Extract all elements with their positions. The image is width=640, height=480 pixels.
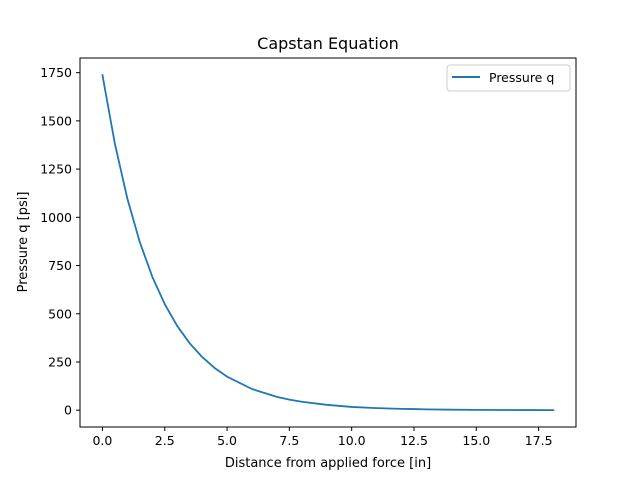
y-tick-label: 1250 <box>40 162 72 177</box>
legend-box <box>446 64 571 92</box>
y-tick-label: 1500 <box>40 113 72 128</box>
series-layer <box>101 74 555 412</box>
series-line-0 <box>101 74 555 412</box>
y-tick-label: 750 <box>48 258 72 273</box>
x-tick-label: 10.0 <box>338 433 366 448</box>
x-axis-ticks: 0.0 2.5 5.0 7.5 10.0 12.5 15.0 17.5 <box>92 427 553 448</box>
plot-frame <box>79 57 577 428</box>
y-tick-label: 1000 <box>40 210 72 225</box>
x-tick-label: 5.0 <box>217 433 237 448</box>
x-tick-label: 15.0 <box>462 433 490 448</box>
y-tick-label: 1750 <box>40 65 72 80</box>
y-tick-label: 0 <box>64 403 72 418</box>
x-tick-label: 12.5 <box>400 433 428 448</box>
y-axis-ticks: 0 250 500 750 1000 1250 1500 1750 <box>40 65 80 418</box>
y-tick-label: 250 <box>48 354 72 369</box>
x-tick-label: 17.5 <box>525 433 553 448</box>
legend-label: Pressure q <box>489 70 554 85</box>
x-tick-label: 0.0 <box>92 433 112 448</box>
y-axis-label: Pressure q [psi] <box>16 192 31 293</box>
y-tick-label: 500 <box>48 306 72 321</box>
x-axis-label: Distance from applied force [in] <box>225 456 431 471</box>
legend: Pressure q <box>446 64 571 92</box>
x-tick-label: 7.5 <box>279 433 299 448</box>
chart-title: Capstan Equation <box>257 34 399 53</box>
x-tick-label: 2.5 <box>155 433 175 448</box>
plot-area <box>79 57 577 428</box>
